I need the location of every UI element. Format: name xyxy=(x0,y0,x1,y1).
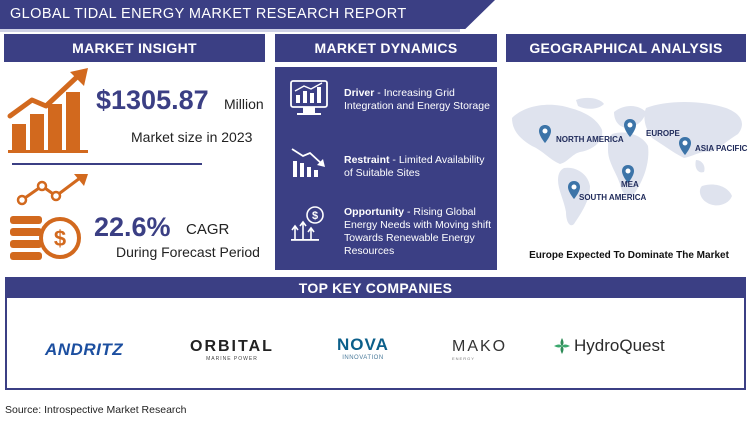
dynamics-restraint: Restraint - Limited Availability of Suit… xyxy=(344,154,494,180)
logo-nova-sub: INNOVATION xyxy=(342,355,384,361)
dynamics-driver: Driver - Increasing Grid Integration and… xyxy=(344,87,494,113)
companies-heading: TOP KEY COMPANIES xyxy=(5,277,746,298)
driver-title: Driver xyxy=(344,87,375,99)
geographical-analysis-heading: GEOGRAPHICAL ANALYSIS xyxy=(506,34,746,62)
region-label-asia-pacific: ASIA PACIFIC xyxy=(695,144,748,153)
svg-text:$: $ xyxy=(54,226,66,251)
logo-orbital-name: ORBITAL xyxy=(190,338,274,355)
location-pin-icon xyxy=(624,119,636,137)
cagr-value: 22.6% xyxy=(94,212,171,242)
market-dynamics-panel: Driver - Increasing Grid Integration and… xyxy=(275,67,497,270)
source-note: Source: Introspective Market Research xyxy=(5,404,187,416)
cagr-caption: During Forecast Period xyxy=(116,244,260,260)
location-pin-icon xyxy=(622,165,634,183)
logo-orbital: ORBITAL MARINE POWER xyxy=(190,338,274,362)
driver-text: - Increasing Grid Integration and Energy… xyxy=(344,87,490,113)
logo-andritz: ANDRITZ xyxy=(45,340,124,359)
market-chart-icon xyxy=(290,80,328,115)
hydroquest-leaf-icon xyxy=(554,338,570,354)
location-pin-icon xyxy=(568,181,580,199)
market-size-value: $1305.87 xyxy=(96,85,209,115)
region-label-mea: MEA xyxy=(621,180,639,189)
logo-mako-sub: ENERGY xyxy=(452,356,475,361)
opportunity-text: - Rising Global Energy Needs with Moving… xyxy=(344,206,492,258)
region-label-north-america: NORTH AMERICA xyxy=(556,135,624,144)
logo-orbital-sub: MARINE POWER xyxy=(206,356,258,362)
market-dynamics-heading: MARKET DYNAMICS xyxy=(275,34,497,62)
restraint-text: - Limited Availability of Suitable Sites xyxy=(344,154,485,180)
logo-hydroquest-name: HydroQuest xyxy=(574,336,665,355)
title-underline xyxy=(0,29,460,32)
logo-mako-name: MAKO xyxy=(452,338,508,355)
logo-mako: MAKO ENERGY xyxy=(452,338,507,361)
dynamics-opportunity: Opportunity - Rising Global Energy Needs… xyxy=(344,206,494,259)
world-map-graphic xyxy=(512,97,742,226)
insight-divider xyxy=(12,163,202,165)
world-map: NORTH AMERICA EUROPE ASIA PACIFIC MEA SO… xyxy=(506,90,750,240)
restraint-title: Restraint xyxy=(344,154,390,166)
location-pin-icon xyxy=(679,137,691,155)
logo-nova-name: NOVA xyxy=(337,335,389,354)
report-title: GLOBAL TIDAL ENERGY MARKET RESEARCH REPO… xyxy=(10,6,407,22)
cagr-label: CAGR xyxy=(186,221,230,238)
svg-text:$: $ xyxy=(312,210,318,222)
region-label-europe: EUROPE xyxy=(646,129,680,138)
market-size-unit: Million xyxy=(224,96,264,112)
opportunity-title: Opportunity xyxy=(344,206,405,218)
market-insight-heading: MARKET INSIGHT xyxy=(4,34,265,62)
coins-growth-icon: $ xyxy=(10,174,88,260)
bar-growth-icon xyxy=(7,68,88,153)
logo-nova: NOVA INNOVATION xyxy=(337,335,389,361)
growth-money-icon: $ xyxy=(291,206,324,241)
report-title-banner: GLOBAL TIDAL ENERGY MARKET RESEARCH REPO… xyxy=(0,0,495,29)
declining-chart-icon xyxy=(291,148,325,177)
location-pin-icon xyxy=(539,125,551,143)
region-label-south-america: SOUTH AMERICA xyxy=(579,193,647,202)
logo-hydroquest: HydroQuest xyxy=(552,336,665,356)
geo-caption: Europe Expected To Dominate The Market xyxy=(529,250,729,261)
market-size-caption: Market size in 2023 xyxy=(131,129,253,145)
